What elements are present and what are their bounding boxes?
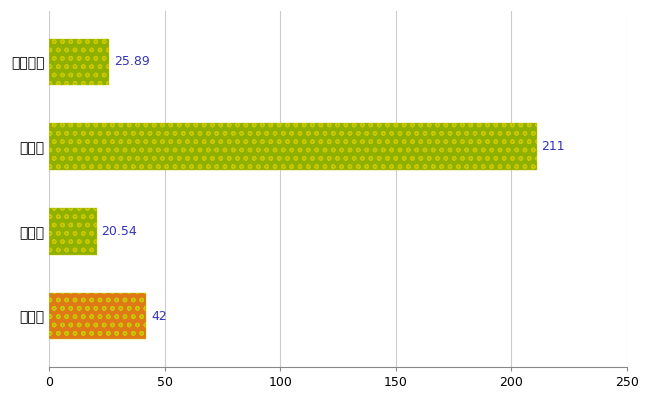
Text: 42: 42 [151, 310, 167, 322]
Bar [49, 208, 97, 255]
Text: 25.89: 25.89 [114, 56, 150, 68]
Bar [49, 39, 109, 85]
Bar [49, 123, 537, 170]
Text: 20.54: 20.54 [101, 225, 137, 238]
Bar [49, 293, 146, 339]
Text: 211: 211 [541, 140, 565, 153]
